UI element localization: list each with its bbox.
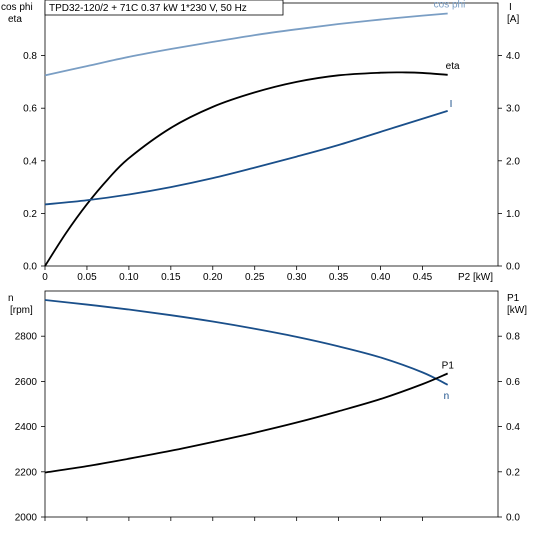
y-right-tick-label: 4.0 bbox=[506, 51, 520, 62]
chart-title: TPD32-120/2 + 71C 0.37 kW 1*230 V, 50 Hz bbox=[49, 3, 247, 14]
series-line-n bbox=[44, 299, 449, 386]
y-left-label-line2: eta bbox=[8, 14, 22, 25]
y-right-tick-label: 0.6 bbox=[506, 377, 520, 388]
series-label-cos-phi: cos phi bbox=[434, 0, 466, 11]
plot-frame bbox=[44, 290, 499, 518]
y-left-tick-label: 0.8 bbox=[23, 51, 37, 62]
series-line-cos-phi bbox=[44, 12, 448, 77]
series-label-eta: eta bbox=[446, 61, 460, 72]
y-right-tick-label: 3.0 bbox=[506, 104, 520, 115]
x-tick-label: 0.05 bbox=[77, 272, 97, 283]
top-panel: 0 0.05 0.10 0.15 0.20 0.25 0.30 0.35 0.40 0.45 0.0… bbox=[23, 0, 520, 283]
y-left-tick-label: 0.4 bbox=[23, 156, 37, 167]
y-right-label-line2: [A] bbox=[507, 14, 519, 25]
y-right-tick-label: 2.0 bbox=[506, 156, 520, 167]
y-left-tick-label: 0.6 bbox=[23, 104, 37, 115]
x-tick-label: 0.20 bbox=[203, 272, 223, 283]
y-left-tick-label: 0.0 bbox=[23, 262, 37, 273]
y-left-label-line1-bottom: n bbox=[8, 293, 14, 304]
title-frame bbox=[44, 0, 284, 16]
y-left-label-line2-bottom: [rpm] bbox=[10, 305, 33, 316]
series-line-i bbox=[44, 109, 448, 206]
title-box: TPD32-120/2 + 71C 0.37 kW 1*230 V, 50 Hz bbox=[44, 0, 284, 16]
y-right-tick-label: 0.0 bbox=[506, 513, 520, 524]
x-tick-label: 0.10 bbox=[119, 272, 139, 283]
series-line-p1 bbox=[44, 372, 449, 474]
series-label-i: I bbox=[450, 99, 453, 110]
x-tick-label: 0.45 bbox=[413, 272, 433, 283]
x-tick-label: 0.15 bbox=[161, 272, 181, 283]
series-line-eta bbox=[44, 71, 448, 267]
y-left-tick-label: 2000 bbox=[15, 513, 38, 524]
y-left-tick-label: 0.2 bbox=[23, 209, 37, 220]
y-right-label-line2-bottom: [kW] bbox=[507, 305, 527, 316]
y-right-label-line1: I bbox=[509, 2, 512, 13]
y-left-tick-label: 2400 bbox=[15, 422, 38, 433]
y-left-tick-label: 2600 bbox=[15, 377, 38, 388]
y-left-label-line1: cos phi bbox=[1, 2, 33, 13]
y-left-tick-label: 2200 bbox=[15, 467, 38, 478]
y-right-label-line1-bottom: P1 bbox=[507, 293, 520, 304]
y-right-tick-label: 1.0 bbox=[506, 209, 520, 220]
x-tick-label: 0.30 bbox=[287, 272, 307, 283]
x-tick-label: 0.25 bbox=[245, 272, 265, 283]
y-right-tick-label: 0.4 bbox=[506, 422, 520, 433]
y-right-tick-label: 0.0 bbox=[506, 262, 520, 273]
y-right-tick-label: 0.2 bbox=[506, 467, 520, 478]
y-left-tick-label: 2800 bbox=[15, 332, 38, 343]
x-axis-label: P2 [kW] bbox=[458, 272, 493, 283]
series-label-n: n bbox=[444, 391, 450, 402]
series-label-p1: P1 bbox=[442, 360, 455, 371]
bottom-panel: 2000 2200 2400 2600 2800 0.0 0.2 0.4 0.6 0.8 n P1 bbox=[15, 290, 520, 524]
x-tick-label: 0.40 bbox=[371, 272, 391, 283]
x-tick-label: 0.35 bbox=[329, 272, 349, 283]
y-right-tick-label: 0.8 bbox=[506, 332, 520, 343]
x-tick-label: 0 bbox=[42, 272, 48, 283]
